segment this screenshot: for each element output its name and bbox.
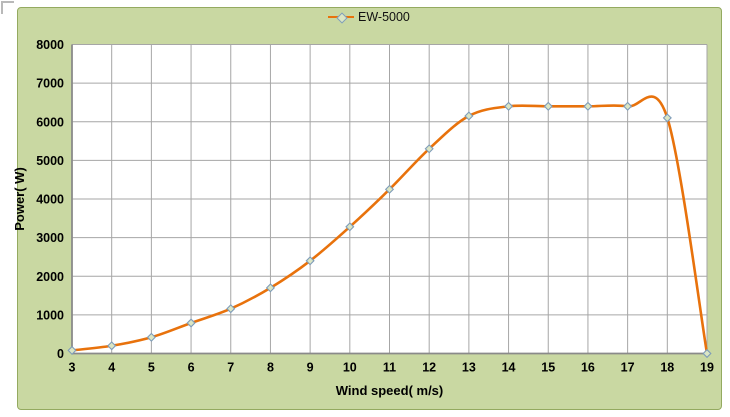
data-point-marker[interactable] [503,101,514,111]
data-point-marker[interactable] [702,348,712,359]
x-tick-label: 7 [227,361,234,375]
data-point-marker[interactable] [186,318,196,328]
y-tick-label: 3000 [36,231,64,245]
x-axis-title: Wind speed( m/s) [335,383,444,398]
data-point-marker[interactable] [67,345,77,355]
data-point-marker[interactable] [265,283,276,293]
x-tick-label: 16 [581,361,595,375]
x-tick-label: 11 [383,361,396,375]
data-point-marker[interactable] [424,144,434,154]
legend-diamond-icon [335,11,348,24]
y-tick-label: 0 [57,347,64,361]
x-tick-label: 18 [660,361,674,375]
data-point-marker[interactable] [543,101,553,111]
data-point-marker[interactable] [464,111,474,121]
data-point-marker[interactable] [305,256,315,266]
y-tick-label: 5000 [36,154,64,168]
x-tick-label: 6 [188,361,195,375]
y-tick-label: 8000 [36,38,64,52]
data-point-marker[interactable] [583,101,593,111]
y-tick-label: 2000 [36,270,64,284]
y-tick-label: 4000 [36,193,64,207]
x-tick-label: 14 [502,361,516,375]
data-point-marker[interactable] [384,184,395,194]
y-tick-label: 6000 [36,115,64,129]
x-tick-label: 10 [343,361,357,375]
x-tick-label: 13 [462,361,476,375]
data-point-marker[interactable] [662,113,672,123]
x-tick-label: 3 [69,361,76,375]
y-tick-label: 7000 [36,77,64,91]
legend-series-marker-icon [328,11,354,24]
data-point-marker[interactable] [107,341,117,351]
selection-corner-artifact [1,1,14,14]
x-tick-label: 5 [148,361,155,375]
legend-series-label: EW-5000 [358,10,410,24]
legend[interactable]: EW-5000 [328,8,410,26]
x-tick-label: 19 [700,361,714,375]
x-tick-label: 15 [541,361,555,375]
y-axis-title: Power( W) [12,167,27,231]
x-tick-label: 12 [422,361,436,375]
data-point-marker[interactable] [226,304,236,314]
data-point-marker[interactable] [623,101,633,111]
x-tick-label: 9 [307,361,314,375]
x-tick-label: 17 [621,361,635,375]
x-tick-label: 8 [267,361,274,375]
y-tick-label: 1000 [36,308,64,322]
data-point-marker[interactable] [345,222,355,232]
x-tick-label: 4 [108,361,115,375]
data-point-marker[interactable] [146,332,156,342]
